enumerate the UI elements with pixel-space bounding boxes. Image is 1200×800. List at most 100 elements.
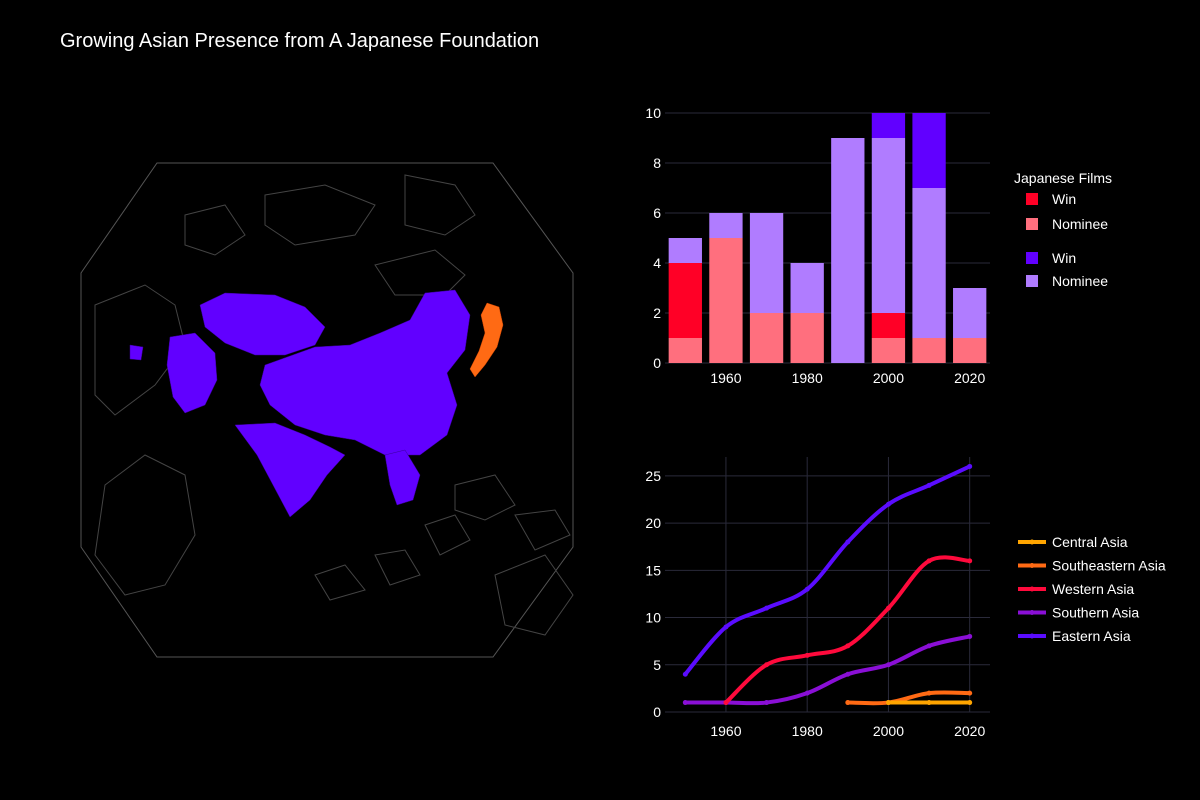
line-point[interactable] [723,700,729,706]
line-legend-item[interactable]: Southeastern Asia [1018,558,1166,574]
line-legend-item[interactable]: Southern Asia [1018,605,1139,621]
line-point[interactable] [926,700,932,706]
bar-xtick-label: 2020 [954,370,985,386]
line-point[interactable] [926,482,932,488]
bar-ytick-label: 6 [653,205,661,221]
line-point[interactable] [845,700,851,706]
line-series[interactable] [683,634,972,706]
line-legend-item[interactable]: Eastern Asia [1018,628,1131,644]
map-region-japan[interactable] [469,302,504,378]
bar-legend-item[interactable]: Nominee [1026,216,1108,232]
page-title: Growing Asian Presence from A Japanese F… [60,30,540,52]
bar-segment[interactable] [912,113,946,188]
line-series[interactable] [845,690,972,706]
line-xtick-label: 2020 [954,723,985,739]
line-point[interactable] [926,690,932,696]
bar-segment[interactable] [912,188,946,338]
bar-segment[interactable] [871,113,906,138]
map-region-iran[interactable] [166,332,218,414]
bar-ytick-label: 0 [653,355,661,371]
line-point[interactable] [926,643,932,649]
bar-segment[interactable] [871,313,906,338]
line-point[interactable] [723,624,729,630]
bar-legend-label: Nominee [1052,273,1108,289]
line-legend-marker [1029,539,1035,545]
line-series[interactable] [683,464,972,677]
line-series[interactable] [723,555,972,705]
bar-xtick-label: 2000 [873,370,904,386]
line-point[interactable] [885,605,891,611]
line-point[interactable] [804,586,810,592]
line-point[interactable] [764,700,770,706]
line-point[interactable] [967,633,973,639]
bar-xtick-label: 1960 [710,370,741,386]
line-point[interactable] [885,700,891,706]
map-region-southeastern-asia[interactable] [384,449,421,506]
line-point[interactable] [967,463,973,469]
line-legend-label: Eastern Asia [1052,628,1131,644]
line-point[interactable] [682,671,688,677]
bar-ytick-label: 10 [645,105,661,121]
bar-segment[interactable] [912,338,946,363]
line-ytick-label: 15 [645,562,661,578]
line-legend-label: Western Asia [1052,581,1134,597]
bar-legend-swatch [1026,193,1038,205]
line-legend-label: Southern Asia [1052,605,1139,621]
line-point[interactable] [885,662,891,668]
line-point[interactable] [845,539,851,545]
map-region-central-asia[interactable] [199,292,326,356]
bar-segment[interactable] [790,263,824,313]
line-point[interactable] [845,643,851,649]
map-region-western-asia[interactable] [129,344,144,361]
bar-legend-item[interactable]: Win [1026,250,1076,266]
bar-segment[interactable] [668,263,702,338]
map-highlighted-countries[interactable] [129,289,471,518]
line-point[interactable] [682,700,688,706]
line-chart: 0 5 10 15 20 25 1960 1980 2000 2020 Central Asia… [645,457,1166,739]
line-legend-item[interactable]: Western Asia [1018,581,1134,597]
bar-segment[interactable] [953,288,987,338]
bar-segment[interactable] [953,338,987,363]
bar-segment[interactable] [871,338,906,363]
line-ytick-label: 5 [653,657,661,673]
line-point[interactable] [764,605,770,611]
bar-segment[interactable] [749,313,784,363]
line-point[interactable] [764,662,770,668]
map-land-outlines [94,174,574,636]
line-point[interactable] [885,501,891,507]
line-point[interactable] [967,700,973,706]
bar-legend-item[interactable]: Win [1026,191,1076,207]
line-ytick-label: 20 [645,515,661,531]
line-legend-label: Central Asia [1052,534,1128,550]
line-legend-label: Southeastern Asia [1052,558,1166,574]
bar-segment[interactable] [831,138,865,363]
line-ytick-label: 25 [645,468,661,484]
line-point[interactable] [967,690,973,696]
line-ytick-label: 0 [653,704,661,720]
line-point[interactable] [926,558,932,564]
bar-segment[interactable] [709,238,743,363]
line-point[interactable] [804,652,810,658]
bar-ytick-label: 4 [653,255,661,271]
bar-segment[interactable] [709,213,743,238]
bar-segment[interactable] [790,313,824,363]
line-point[interactable] [967,558,973,564]
bar-legend-label: Nominee [1052,216,1108,232]
line-point[interactable] [845,671,851,677]
bar-legend-item[interactable]: Nominee [1026,273,1108,289]
line-xtick-label: 2000 [873,723,904,739]
bar-segment[interactable] [871,138,906,313]
line-legend-marker [1029,633,1035,639]
bar-ytick-label: 2 [653,305,661,321]
bar-legend-label: Win [1052,191,1076,207]
line-legend-item[interactable]: Central Asia [1018,534,1128,550]
bar-legend-label: Win [1052,250,1076,266]
bar-segment[interactable] [749,213,784,313]
line-point[interactable] [804,690,810,696]
map-region-eastern-asia[interactable] [259,289,471,456]
bar-segment[interactable] [668,238,702,263]
bar-segment[interactable] [668,338,702,363]
asia-map[interactable] [75,155,595,675]
bar-legend-swatch [1026,252,1038,264]
map-region-southern-asia[interactable] [234,422,346,518]
